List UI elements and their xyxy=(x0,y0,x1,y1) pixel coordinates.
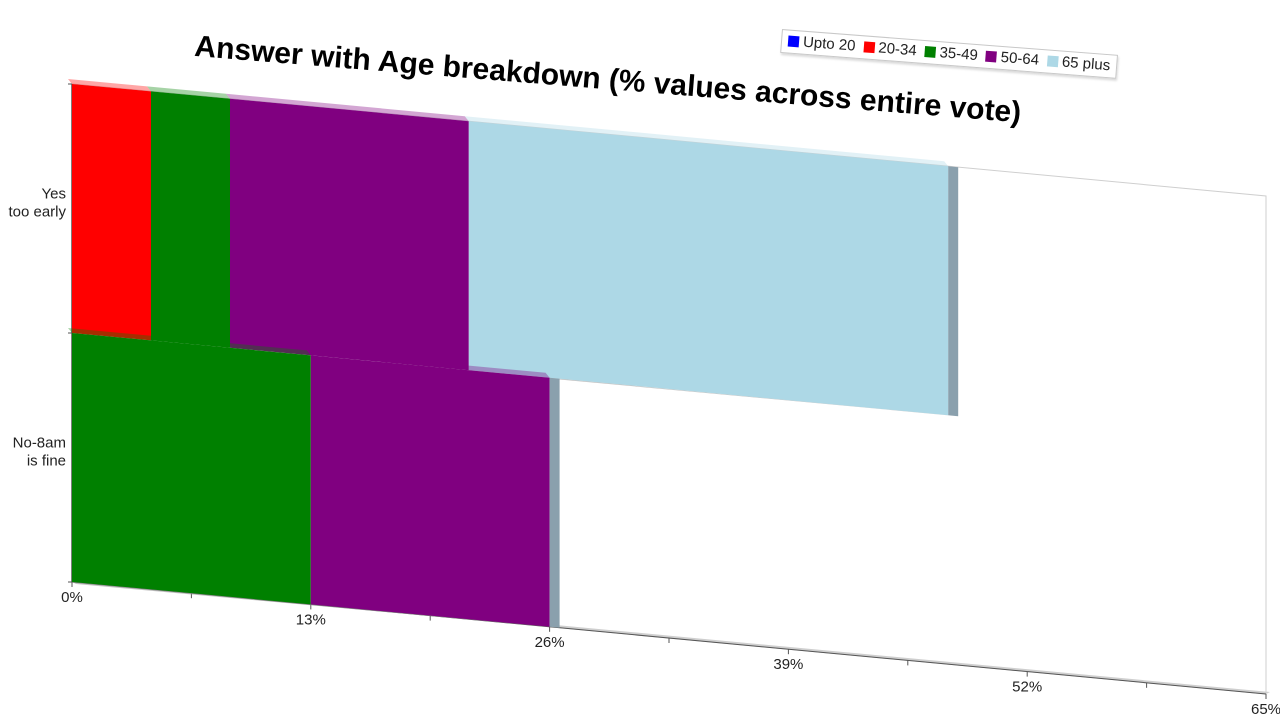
category-label: Yes too early xyxy=(8,186,66,221)
bar-top xyxy=(68,328,311,356)
bar-segment xyxy=(151,91,230,348)
x-tick-label: 0% xyxy=(61,589,83,606)
bar-segment xyxy=(468,121,949,416)
bar-shadow xyxy=(72,582,560,628)
x-tick-label: 26% xyxy=(535,634,565,651)
bar-top xyxy=(226,93,469,122)
x-tick-label: 52% xyxy=(1012,679,1042,696)
bar-segment xyxy=(230,98,469,371)
bar-top xyxy=(306,350,550,378)
x-tick-label: 13% xyxy=(296,611,326,628)
x-tick-label: 39% xyxy=(773,656,803,673)
bar-top xyxy=(147,86,230,99)
bar-segment xyxy=(310,355,550,627)
bar-side xyxy=(549,377,560,628)
bar-segment xyxy=(72,84,151,341)
bar-top xyxy=(464,116,949,167)
bar-side xyxy=(948,166,959,417)
bar-segment xyxy=(72,333,311,605)
bar-top xyxy=(68,79,151,92)
x-tick-label: 65% xyxy=(1251,701,1280,718)
category-label: No-8am is fine xyxy=(13,435,66,470)
